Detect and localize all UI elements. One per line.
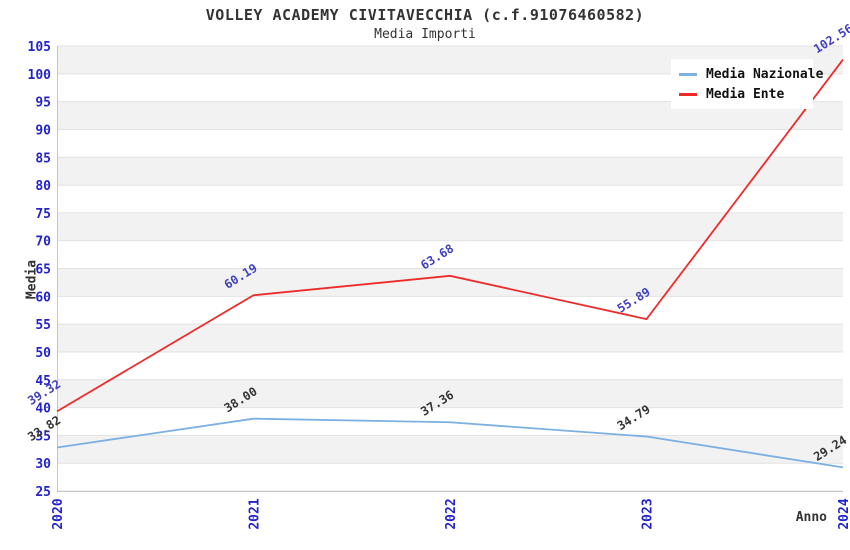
- chart-subtitle: Media Importi: [374, 27, 476, 42]
- y-tick-label: 45: [35, 374, 51, 389]
- grid-band: [57, 157, 843, 186]
- legend: Media Nazionale Media Ente: [671, 59, 823, 109]
- y-tick-label: 30: [35, 457, 51, 472]
- grid-band: [57, 240, 843, 269]
- series-line-media-nazionale: [56, 417, 844, 469]
- x-tick-label: 2021: [248, 498, 263, 529]
- legend-label-media-nazionale: Media Nazionale: [706, 66, 824, 82]
- y-tick-label: 95: [35, 96, 51, 111]
- legend-item-media-nazionale: Media Nazionale: [679, 64, 823, 84]
- legend-swatch-media-nazionale-icon: [679, 72, 697, 76]
- grid-band: [57, 379, 843, 408]
- grid-band: [57, 129, 843, 158]
- legend-swatch-media-ente-icon: [679, 92, 697, 96]
- x-tick-label: 2023: [641, 498, 656, 529]
- y-tick-label: 105: [28, 40, 51, 55]
- grid-band: [57, 185, 843, 213]
- y-tick-label: 60: [35, 290, 51, 305]
- y-tick-label: 75: [35, 207, 51, 222]
- y-tick-label: 85: [35, 151, 51, 166]
- series-line-media-ente: [56, 59, 844, 413]
- grid-band: [57, 435, 843, 464]
- y-tick-label: 70: [35, 235, 51, 250]
- y-tick-label: 25: [35, 485, 51, 500]
- grid-band: [57, 268, 843, 297]
- y-axis-title: Media: [24, 259, 40, 300]
- grid-band: [57, 351, 843, 380]
- y-tick-label: 40: [35, 402, 51, 417]
- y-tick-label: 100: [28, 68, 52, 83]
- grid-band: [57, 296, 843, 325]
- x-tick-label: 2024: [837, 498, 850, 529]
- y-tick-label: 35: [35, 429, 51, 444]
- y-tick-label: 90: [35, 123, 51, 138]
- y-tick-label: 50: [35, 346, 51, 361]
- chart-title: VOLLEY ACADEMY CIVITAVECCHIA (c.f.910764…: [205, 6, 645, 24]
- y-tick-label: 55: [35, 318, 51, 333]
- x-axis-title: Anno: [795, 510, 827, 525]
- y-tick-label: 65: [35, 263, 51, 278]
- x-tick-label: 2020: [51, 498, 66, 529]
- y-tick-label: 80: [35, 179, 51, 194]
- legend-label-media-ente: Media Ente: [706, 86, 785, 102]
- grid-band: [57, 463, 843, 491]
- legend-item-media-ente: Media Ente: [679, 84, 813, 104]
- grid-band: [57, 212, 843, 241]
- grid-band: [57, 324, 843, 352]
- x-tick-label: 2022: [444, 498, 459, 529]
